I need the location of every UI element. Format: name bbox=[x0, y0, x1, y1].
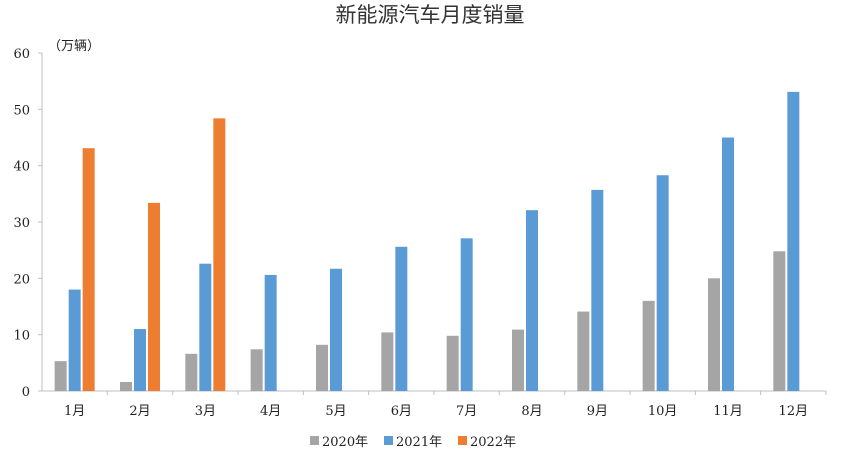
x-tick-label: 9月 bbox=[587, 404, 608, 419]
bar bbox=[316, 344, 328, 391]
bar bbox=[591, 189, 604, 391]
bar bbox=[185, 353, 198, 391]
bar bbox=[250, 349, 263, 391]
bar bbox=[642, 300, 655, 391]
bar bbox=[381, 332, 394, 391]
bar bbox=[577, 311, 590, 391]
plot-area: 0 10 20 30 40 50 60 1月 2月 3月 4月 5月 6月 7月 8月 9月 10月 11月 12月 bbox=[13, 47, 827, 419]
bar bbox=[460, 238, 473, 391]
bar bbox=[787, 91, 800, 392]
bar bbox=[54, 361, 67, 391]
bar bbox=[148, 202, 160, 391]
bar bbox=[722, 137, 734, 391]
bar bbox=[773, 251, 786, 391]
y-tick-label: 0 bbox=[22, 385, 30, 400]
legend-label: 2021年 bbox=[396, 435, 442, 450]
bar bbox=[512, 329, 524, 391]
chart-title: 新能源汽车月度销量 bbox=[336, 3, 525, 27]
bar bbox=[120, 381, 132, 391]
bar bbox=[213, 118, 226, 391]
bar bbox=[395, 246, 408, 391]
x-tick-label: 5月 bbox=[325, 404, 346, 419]
x-tick-label: 7月 bbox=[456, 404, 477, 419]
bar bbox=[264, 274, 277, 391]
legend-swatch bbox=[310, 436, 319, 445]
bar bbox=[330, 268, 342, 391]
y-tick-label: 30 bbox=[13, 216, 30, 231]
x-tick-label: 8月 bbox=[521, 404, 542, 419]
legend-label: 2022年 bbox=[470, 435, 516, 450]
legend-swatch bbox=[384, 436, 393, 445]
bar bbox=[446, 335, 459, 391]
y-tick-label: 20 bbox=[13, 272, 30, 287]
x-tick-label: 2月 bbox=[129, 404, 150, 419]
x-tick-label: 3月 bbox=[195, 404, 216, 419]
bar bbox=[199, 263, 212, 391]
legend: 2020年 2021年 2022年 bbox=[310, 435, 516, 450]
x-tick-label: 6月 bbox=[391, 404, 412, 419]
bar bbox=[134, 329, 146, 391]
y-tick-label: 60 bbox=[13, 47, 30, 62]
x-tick-label: 10月 bbox=[648, 404, 678, 419]
y-tick-label: 50 bbox=[13, 103, 30, 118]
x-tick-label: 11月 bbox=[713, 404, 743, 419]
y-tick-label: 40 bbox=[13, 160, 30, 175]
x-tick-label: 1月 bbox=[64, 404, 85, 419]
y-unit-label: （万辆） bbox=[48, 39, 100, 54]
bar bbox=[82, 148, 95, 391]
legend-swatch bbox=[458, 436, 467, 445]
bar bbox=[526, 210, 538, 391]
bar bbox=[708, 278, 720, 391]
legend-label: 2020年 bbox=[322, 435, 368, 450]
y-tick-label: 10 bbox=[13, 329, 30, 344]
bar bbox=[68, 289, 81, 391]
x-tick-label: 4月 bbox=[260, 404, 281, 419]
bar bbox=[656, 175, 669, 391]
x-tick-label: 12月 bbox=[779, 404, 809, 419]
